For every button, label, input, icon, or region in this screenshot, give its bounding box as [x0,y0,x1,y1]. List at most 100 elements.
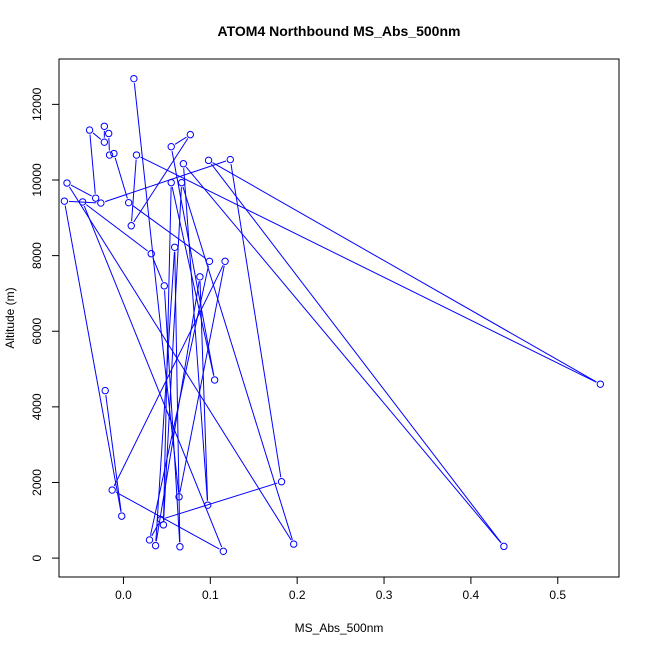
data-point [118,512,126,520]
series-segment [182,186,293,540]
series-segment [114,157,128,199]
series-segment [105,394,122,512]
data-point [110,149,118,158]
data-point [63,179,71,187]
data-point [145,536,154,544]
data-point [91,194,100,202]
data-point [124,198,133,207]
data-point [147,250,155,258]
y-tick-label: 4000 [30,393,44,420]
data-point [204,501,212,509]
y-tick-label: 10000 [30,163,44,197]
series-segment [174,136,187,145]
series-segment [155,281,200,542]
series-segment [85,204,148,252]
data-point [167,143,175,151]
series-segment [115,491,220,550]
data-point [127,222,135,230]
data-point [160,282,168,290]
data-point [78,198,87,206]
series-segment [155,251,175,542]
series-segment [83,205,223,548]
series-segment [133,138,189,223]
series-segment [68,200,97,204]
series-segment [140,156,597,383]
data-point [167,178,175,187]
data-point [171,243,179,251]
y-tick-label: 8000 [30,242,44,269]
data-point [130,74,138,83]
series-segment [70,184,92,197]
data-point [60,197,69,205]
data-point [500,542,508,551]
data-point [100,122,109,131]
series-segment [104,160,227,203]
series-segment [68,186,292,541]
series-segment [164,482,278,519]
y-tick-label: 12000 [30,87,44,121]
data-point [221,257,229,265]
data-point [226,155,234,164]
data-point [596,380,605,388]
x-tick-label: 0.0 [115,588,132,602]
series-segment [89,134,96,194]
series-segment [133,83,180,493]
x-tick-label: 0.4 [463,588,480,602]
data-point [157,515,165,524]
data-point [176,543,184,551]
y-tick-label: 6000 [30,318,44,345]
series-segment [64,205,122,512]
data-point [290,540,298,548]
data-point [105,151,114,159]
data-point [179,160,188,168]
series-segment [151,523,160,537]
data-point [108,486,116,494]
series-segment [92,132,102,140]
data-point [277,478,286,486]
y-axis-label: Altitude (m) [3,287,17,348]
data-point [205,257,214,265]
data-point [175,493,183,501]
y-tick-label: 0 [30,554,44,561]
x-axis-label: MS_Abs_500nm [295,621,384,635]
series-segment [230,163,282,478]
series-segment [163,187,182,521]
series-segment [185,166,502,544]
y-tick-label: 2000 [30,469,44,496]
x-tick-label: 0.1 [202,588,219,602]
series-segment [179,265,225,493]
data-point [97,199,105,207]
series-segment [212,162,597,383]
data-point [186,130,195,139]
data-point [219,547,228,555]
series-segment [171,186,215,376]
series-segment [132,204,207,260]
x-tick-label: 0.3 [376,588,393,602]
x-axis: 0.0 0.1 0.2 0.3 0.4 0.5 [115,576,566,602]
x-tick-label: 0.5 [549,588,566,602]
series-segment [183,168,208,501]
series-segment [113,265,224,487]
series [60,74,605,555]
series-segment [164,290,181,543]
data-point [210,376,219,384]
data-point [177,178,186,187]
series-segment [152,257,164,282]
data-point [104,129,113,138]
data-point [151,541,160,550]
data-point [101,386,109,395]
data-point [132,151,141,159]
data-point [85,126,94,134]
chart-title: ATOM4 Northbound MS_Abs_500nm [218,23,461,39]
series-segment [149,265,209,536]
y-axis: 0 2000 4000 6000 8000 10000 12000 [30,87,60,561]
series-segment [108,137,110,151]
data-point [100,138,109,146]
series-segment [163,187,172,521]
series-segment [131,159,137,222]
x-tick-label: 0.2 [289,588,306,602]
series-segment [171,151,215,376]
data-point [204,156,213,165]
